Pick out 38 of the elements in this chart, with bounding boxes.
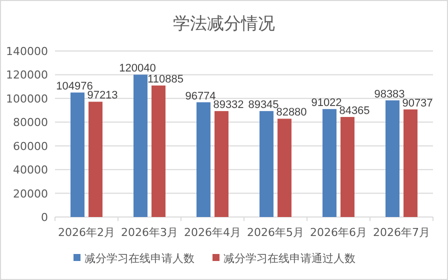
bar [260, 111, 274, 217]
x-tick-label: 2026年5月 [247, 226, 304, 239]
data-label: 97213 [87, 90, 118, 102]
data-label: 82880 [276, 106, 307, 119]
y-tick-label: 100000 [6, 92, 48, 106]
y-tick-label: 40000 [13, 164, 48, 177]
y-tick-label: 140000 [6, 45, 48, 58]
data-label: 98383 [374, 88, 405, 100]
y-tick-label: 0 [41, 211, 48, 224]
legend-label: 减分学习在线申请人数 [84, 252, 194, 265]
y-tick-label: 120000 [6, 68, 48, 82]
bar [322, 109, 336, 217]
legend-label: 减分学习在线申请通过人数 [224, 252, 356, 265]
x-tick-label: 2026年7月 [373, 226, 430, 239]
data-label: 120040 [119, 62, 156, 75]
bar [340, 116, 354, 217]
bar [278, 118, 292, 217]
x-tick-label: 2026年6月 [310, 226, 367, 239]
data-label: 90737 [402, 97, 433, 110]
bar [386, 100, 400, 217]
bar [70, 92, 84, 217]
data-label: 84365 [339, 104, 370, 117]
bar [88, 102, 102, 217]
bar [152, 86, 166, 217]
bar [404, 109, 418, 217]
data-label: 110885 [148, 74, 184, 86]
data-label: 96774 [185, 90, 216, 102]
x-tick-label: 2026年4月 [184, 226, 241, 239]
bar [134, 74, 148, 217]
y-tick-label: 60000 [13, 140, 48, 153]
x-tick-label: 2026年3月 [121, 226, 178, 239]
y-tick-label: 80000 [13, 116, 48, 130]
y-tick-label: 20000 [13, 187, 48, 200]
x-tick-label: 2026年2月 [58, 226, 115, 239]
bar [214, 111, 228, 217]
data-label: 89332 [213, 99, 244, 112]
bar [196, 102, 210, 217]
title: 学法减分情况 [173, 14, 275, 34]
